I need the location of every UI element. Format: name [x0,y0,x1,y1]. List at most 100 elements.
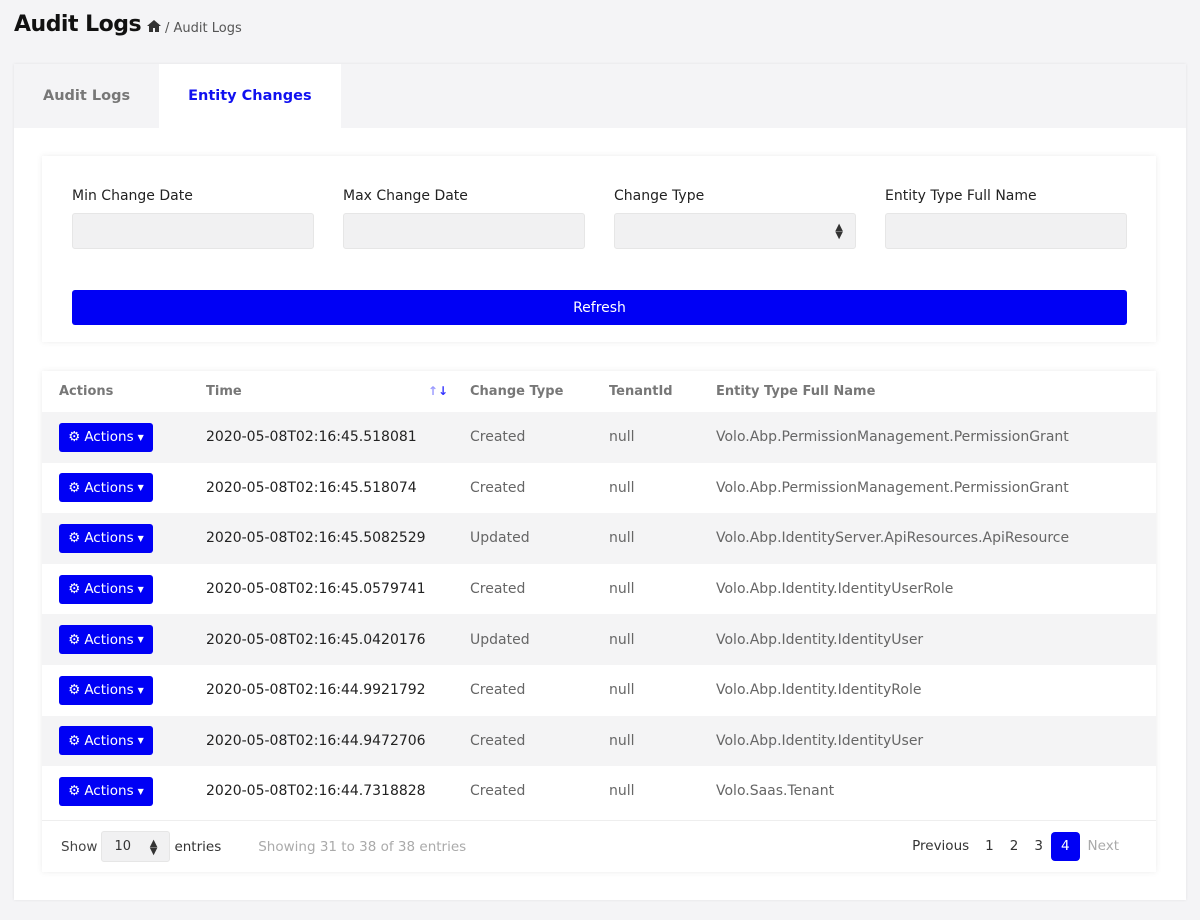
entity-type-cell: Volo.Saas.Tenant [716,783,835,800]
tenant-cell: null [609,715,716,767]
col-change-type[interactable]: Change Type [470,384,564,399]
change-type-cell: Created [470,581,526,598]
gear-icon: ⚙ [68,429,81,446]
table-row: ⚙ Actions ▼ 2020-05-08T02:16:44.7318828 Cr… [42,766,1156,817]
refresh-button[interactable]: Refresh [72,290,1127,325]
entity-changes-table-card: Actions Time ↑↓ Change Type TenantId Enti… [42,371,1156,872]
table-row: ⚙ Actions ▼ 2020-05-08T02:16:45.5082529 Up… [42,513,1156,564]
entity-type-cell: Volo.Abp.Identity.IdentityUser [716,614,1156,665]
actions-button[interactable]: ⚙ Actions ▼ [59,473,153,503]
actions-cell: ⚙ Actions ▼ [42,715,206,767]
time-cell: 2020-05-08T02:16:44.9921792 [206,682,426,699]
page-4[interactable]: 4 [1050,832,1080,861]
actions-button[interactable]: ⚙ Actions ▼ [59,776,153,806]
actions-button[interactable]: ⚙ Actions ▼ [59,574,153,604]
max-date-label: Max Change Date [343,188,468,204]
page-2[interactable]: 2 [1009,838,1019,854]
caret-down-icon: ▼ [137,635,144,645]
change-type-cell: Created [470,715,609,767]
time-cell: 2020-05-08T02:16:45.518081 [206,412,470,463]
gear-icon: ⚙ [68,631,81,648]
entity-type-cell: Volo.Abp.PermissionManagement.Permission… [716,412,1156,463]
tenant-cell: null [609,513,716,564]
tenant-cell: null [609,682,635,699]
time-cell: 2020-05-08T02:16:45.0579741 [206,581,426,598]
caret-down-icon: ▼ [137,786,144,796]
gear-icon: ⚙ [68,783,81,800]
caret-down-icon: ▼ [137,685,144,695]
previous-page[interactable]: Previous [912,838,970,854]
page-1[interactable]: 1 [985,838,994,854]
select-arrows-icon: ▲ ▼ [149,838,158,857]
table-row: ⚙ Actions ▼ 2020-05-08T02:16:44.9921792 Cr… [42,665,1156,716]
actions-button[interactable]: ⚙ Actions ▼ [59,675,153,705]
actions-cell: ⚙ Actions ▼ [42,412,206,463]
table-row: ⚙ Actions ▼ 2020-05-08T02:16:45.518074 Cre… [42,463,1156,514]
entity-type-cell: Volo.Abp.Identity.IdentityUser [716,715,1156,767]
filter-panel: Min Change Date Max Change Date Change T… [42,156,1156,342]
change-type-cell: Created [470,479,526,496]
gear-icon: ⚙ [68,732,81,749]
actions-cell: ⚙ Actions ▼ [42,564,206,615]
actions-button[interactable]: ⚙ Actions ▼ [59,726,153,756]
caret-down-icon: ▼ [137,533,144,543]
table-row: ⚙ Actions ▼ 2020-05-08T02:16:45.0579741 Cr… [42,564,1156,615]
breadcrumb-current: / Audit Logs [165,20,242,36]
entity-type-cell: Volo.Abp.IdentityServer.ApiResources.Api… [716,513,1156,564]
next-page[interactable]: Next [1087,838,1119,854]
caret-down-icon: ▼ [137,483,144,493]
gear-icon: ⚙ [68,530,81,547]
entity-type-cell: Volo.Abp.Identity.IdentityUserRole [716,581,954,598]
change-type-cell: Updated [470,513,609,564]
min-change-date-input[interactable] [72,213,314,249]
entity-type-label: Entity Type Full Name [885,188,1037,204]
col-time[interactable]: Time ↑↓ [206,384,448,399]
home-icon[interactable] [147,20,161,36]
gear-icon: ⚙ [68,479,81,496]
min-date-label: Min Change Date [72,188,193,204]
col-entity-type[interactable]: Entity Type Full Name [716,384,876,399]
tenant-cell: null [609,479,635,496]
max-change-date-input[interactable] [343,213,585,249]
actions-cell: ⚙ Actions ▼ [42,614,206,665]
actions-button[interactable]: ⚙ Actions ▼ [59,625,153,655]
page-3[interactable]: 3 [1034,838,1043,854]
actions-button[interactable]: ⚙ Actions ▼ [59,523,153,553]
caret-down-icon: ▼ [137,432,144,442]
change-type-select[interactable]: ▲ ▼ [614,213,856,249]
gear-icon: ⚙ [68,682,81,699]
table-row: ⚙ Actions ▼ 2020-05-08T02:16:44.9472706 Cr… [42,715,1156,767]
pagination: Previous 1 2 3 4 Next [904,832,1127,861]
change-type-cell: Created [470,682,526,699]
actions-cell: ⚙ Actions ▼ [42,463,206,514]
gear-icon: ⚙ [68,581,81,598]
sort-icon[interactable]: ↑↓ [427,384,448,398]
time-cell: 2020-05-08T02:16:44.7318828 [206,783,426,800]
tenant-cell: null [609,614,716,665]
table-row: ⚙ Actions ▼ 2020-05-08T02:16:45.518081 Cre… [42,412,1156,463]
tab-audit-logs[interactable]: Audit Logs [43,88,131,104]
entity-type-input[interactable] [885,213,1127,249]
breadcrumb: / Audit Logs [147,20,242,36]
entries-label: entries [174,838,222,855]
main-card: Audit Logs Entity Changes Min Change Dat… [14,64,1186,900]
caret-down-icon: ▼ [137,736,144,746]
entity-type-cell: Volo.Abp.Identity.IdentityRole [716,682,922,699]
actions-button[interactable]: ⚙ Actions ▼ [59,422,153,452]
col-actions: Actions [59,384,114,399]
showing-info: Showing 31 to 38 of 38 entries [258,838,467,855]
select-arrows-icon: ▲ ▼ [835,222,843,241]
page-size-select[interactable]: 10 ▲ ▼ [101,831,171,862]
actions-cell: ⚙ Actions ▼ [42,665,206,716]
entity-changes-table: Actions Time ↑↓ Change Type TenantId Enti… [42,371,1156,817]
entity-type-cell: Volo.Abp.PermissionManagement.Permission… [716,479,1069,496]
change-type-cell: Created [470,783,526,800]
change-type-cell: Created [470,412,609,463]
tab-entity-changes[interactable]: Entity Changes [159,64,341,128]
actions-cell: ⚙ Actions ▼ [42,766,206,817]
col-tenant-id[interactable]: TenantId [609,384,673,399]
time-cell: 2020-05-08T02:16:45.5082529 [206,513,470,564]
actions-cell: ⚙ Actions ▼ [42,513,206,564]
tenant-cell: null [609,412,716,463]
show-label: Show [61,838,98,855]
